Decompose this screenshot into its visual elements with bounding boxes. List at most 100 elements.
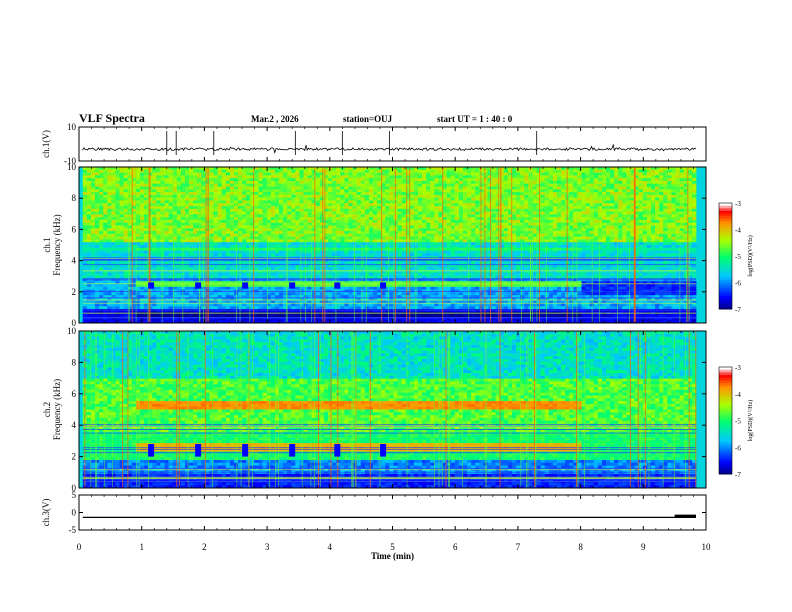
ch2-spectrogram-colorbar-segment — [719, 388, 732, 392]
ch2-spectrogram-colorbar-segment — [719, 460, 732, 464]
start-ut-label: start UT = 1 : 40 : 0 — [437, 114, 513, 124]
ch2-spectrogram-colorbar-tick-label: -5 — [735, 418, 741, 426]
ch2-spectrogram-colorbar-segment — [719, 369, 732, 373]
ch1-spectrogram-image — [79, 167, 706, 324]
ch1-spectrogram-y-tick-label: 0 — [72, 318, 77, 328]
x-tick-label: 8 — [578, 542, 583, 552]
ch1-spectrogram-colorbar-segment — [719, 256, 732, 260]
ch1-spectrogram-y-tick-label: 10 — [67, 162, 77, 172]
ch1-spectrogram-colorbar-tick-label: -5 — [735, 253, 741, 261]
ch2-spectrogram-colorbar-segment — [719, 425, 732, 430]
ch2-spectrogram-colorbar-segment — [719, 399, 732, 403]
ch2-spectrogram-y-tick-label: 4 — [72, 420, 77, 430]
ch1-spectrogram-colorbar-segment — [719, 271, 732, 276]
ch1-spectrogram-colorbar-segment — [719, 245, 732, 249]
ch2-spectrogram-colorbar-segment — [719, 465, 732, 470]
ch1-spectrogram-colorbar-segment — [719, 301, 732, 305]
ch2-spectrogram-y-tick-label: 6 — [72, 389, 77, 399]
x-tick-label: 5 — [390, 542, 395, 552]
ch2-spectrogram-colorbar-tick-label: -4 — [735, 391, 741, 399]
ch1-spectrogram-band-gap — [195, 282, 202, 289]
ch2-spectrogram-colorbar-segment — [719, 463, 732, 467]
ch2-spectrogram-colorbar-tick-label: -3 — [735, 364, 741, 372]
chart-title: VLF Spectra — [79, 111, 145, 125]
ch1-spectrogram-band-gap — [242, 282, 249, 289]
ch2-spectrogram-colorbar-segment — [719, 412, 732, 416]
ch1-spectrogram-colorbar-label: log(PSD)(V²/Hz) — [747, 235, 754, 276]
ch1-spectrogram-ylabel-channel: ch.1 — [42, 237, 52, 252]
ch1-spectrogram-y-tick-label: 2 — [72, 287, 77, 297]
ch1-spectrogram-colorbar-segment — [719, 224, 732, 228]
ch2-spectrogram-band-gap — [242, 444, 249, 457]
ch2-spectrogram-colorbar-segment — [719, 417, 732, 421]
ch2-spectrogram-colorbar-segment — [719, 449, 732, 454]
ch1-spectrogram-colorbar-segment — [719, 290, 732, 294]
ch1-spectrogram-colorbar-segment — [719, 303, 732, 307]
ch2-spectrogram-colorbar-frame — [718, 366, 733, 475]
ch2-spectrogram-band-gap — [334, 444, 341, 457]
ch2-spectrogram-colorbar-segment — [719, 420, 732, 424]
ch1-waveform-frame — [78, 126, 707, 162]
ch1-spectrogram-colorbar-segment — [719, 295, 732, 299]
ch2-spectrogram-colorbar-segment — [719, 444, 732, 448]
ch1-spectrogram-y-tick-label: 8 — [72, 193, 77, 203]
ch1-spectrogram-ylabel-frequency: Frequency (kHz) — [52, 214, 62, 275]
ch1-spectrogram-colorbar-segment — [719, 248, 732, 252]
ch1-spectrogram-colorbar-segment — [719, 213, 732, 217]
ch1-spectrogram-colorbar-segment — [719, 232, 732, 236]
x-tick-label: 9 — [641, 542, 646, 552]
ch1-spectrogram-colorbar-segment — [719, 261, 732, 265]
ch1-spectrogram-colorbar-segment — [719, 242, 732, 246]
ch1-spectrogram-colorbar-segment — [719, 285, 732, 289]
ch2-spectrogram-band-gap — [289, 444, 296, 457]
ch2-spectrogram-band-gap — [380, 444, 387, 457]
station-label: station=OUJ — [343, 114, 393, 124]
ch1-spectrogram-colorbar-segment — [719, 203, 732, 207]
ch1-spectrogram-band-gap — [289, 282, 296, 289]
ch2-spectrogram-colorbar-segment — [719, 401, 732, 405]
ch1-spectrogram-colorbar-segment — [719, 250, 732, 254]
ch1-spectrogram-band-gap — [148, 282, 155, 289]
ch1-spectrogram-colorbar-tick-label: -7 — [735, 306, 741, 314]
x-axis-label: Time (min) — [371, 551, 414, 561]
x-tick-label: 7 — [516, 542, 521, 552]
ch3-waveform-y-tick-label: 5 — [72, 490, 77, 500]
x-tick-label: 1 — [139, 542, 144, 552]
ch2-spectrogram-colorbar-segment — [719, 441, 732, 446]
ch2-spectrogram-colorbar-segment — [719, 439, 732, 443]
ch1-spectrogram-colorbar-segment — [719, 287, 732, 291]
ch2-spectrogram-colorbar-segment — [719, 452, 732, 456]
ch1-spectrogram-colorbar-segment — [719, 210, 732, 215]
ch2-spectrogram-colorbar-segment — [719, 409, 732, 413]
ch2-spectrogram-ylabel-frequency: Frequency (kHz) — [52, 379, 62, 440]
ch1-spectrogram-colorbar-tick-label: -6 — [735, 280, 741, 288]
ch1-spectrogram-colorbar-segment — [719, 208, 732, 212]
ch1-spectrogram-colorbar-segment — [719, 282, 732, 286]
ch1-spectrogram-colorbar-segment — [719, 293, 732, 297]
ch1-spectrogram-y-tick-label: 6 — [72, 224, 77, 234]
ch2-spectrogram-colorbar-segment — [719, 447, 732, 451]
ch1-spectrogram-colorbar-segment — [719, 221, 732, 225]
x-tick-label: 6 — [453, 542, 458, 552]
ch2-spectrogram-colorbar-tick-label: -6 — [735, 444, 741, 452]
ch1-spectrogram-colorbar-tick-label: -3 — [735, 200, 741, 208]
ch3-waveform-y-tick-label: -5 — [69, 525, 77, 535]
ch1-spectrogram-colorbar-segment — [719, 218, 732, 223]
ch2-spectrogram-y-tick-label: 0 — [72, 483, 77, 493]
ch2-spectrogram-colorbar-segment — [719, 428, 732, 432]
ch3-waveform-y-tick-label: 0 — [72, 508, 77, 518]
ch2-spectrogram-colorbar-segment — [719, 468, 732, 472]
ch2-spectrogram-colorbar-segment — [719, 372, 732, 376]
ch2-spectrogram-colorbar-segment — [719, 375, 732, 379]
ch2-spectrogram-y-tick-label: 8 — [72, 357, 77, 367]
ch2-spectrogram-colorbar-segment — [719, 431, 732, 435]
ch3-waveform-frame — [78, 494, 707, 531]
ch1-spectrogram-band-gap — [334, 282, 341, 289]
ch1-spectrogram-band-gap — [380, 282, 387, 289]
ch2-spectrogram-colorbar-segment — [719, 455, 732, 459]
x-tick-label: 10 — [702, 542, 712, 552]
ch2-spectrogram-image — [79, 331, 706, 489]
ch1-spectrogram-colorbar-frame — [718, 202, 733, 310]
ch2-spectrogram-colorbar-tick-label: -7 — [735, 471, 741, 479]
